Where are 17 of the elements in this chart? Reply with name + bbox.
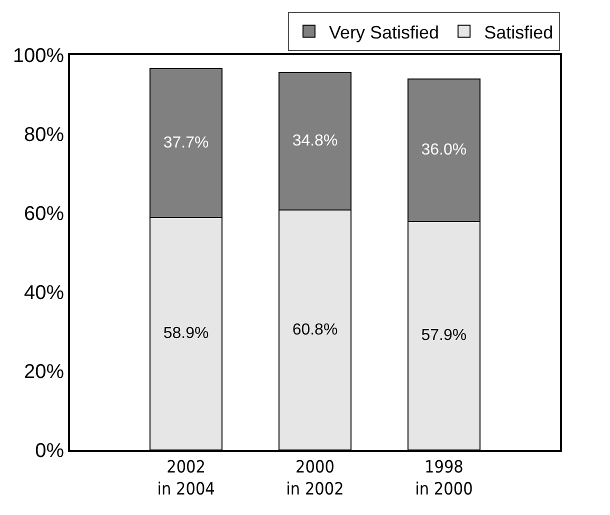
y-tick-label: 0% [35, 440, 64, 462]
data-label: 36.0% [421, 142, 467, 159]
data-label: 37.7% [163, 134, 209, 152]
y-tick-label: 60% [24, 203, 64, 225]
data-label: 57.9% [421, 327, 467, 344]
y-tick-label: 40% [24, 282, 64, 304]
x-tick-label: 2000 in 2002 [286, 457, 344, 500]
y-tick-label: 100% [12, 45, 64, 67]
x-tick-label: 2002 in 2004 [157, 457, 215, 500]
legend-label: Very Satisfied [329, 22, 440, 42]
data-label: 34.8% [292, 132, 338, 150]
data-label: 58.9% [163, 325, 209, 342]
y-tick-label: 80% [24, 124, 64, 146]
y-tick-label: 20% [24, 361, 64, 383]
legend-label: Satisfied [484, 22, 554, 42]
x-tick-label: 1998 in 2000 [415, 457, 473, 500]
data-label: 60.8% [292, 321, 338, 338]
